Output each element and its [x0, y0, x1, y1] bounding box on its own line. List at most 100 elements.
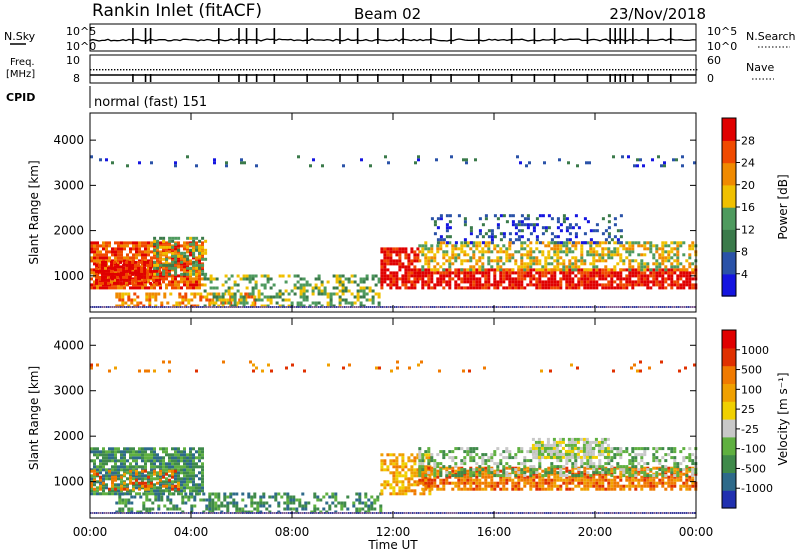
range-cell [574, 256, 578, 260]
range-cell [126, 487, 129, 491]
freq-dot [150, 69, 152, 71]
range-cell [526, 271, 530, 275]
range-cell [688, 256, 692, 260]
freq-dot [231, 69, 233, 71]
range-cell [490, 259, 494, 263]
range-cell [574, 475, 578, 479]
range-cell [136, 301, 140, 305]
range-cell [105, 247, 108, 251]
range-cell [127, 507, 131, 511]
ground-cell [496, 306, 498, 308]
range-cell [242, 277, 246, 281]
range-cell [134, 263, 138, 267]
range-cell [463, 475, 467, 479]
range-cell [643, 271, 647, 275]
range-cell [227, 289, 231, 293]
range-cell [472, 283, 476, 287]
range-cell [328, 495, 332, 499]
range-cell [469, 286, 473, 290]
range-cell [257, 298, 261, 302]
range-cell [410, 259, 414, 263]
range-cell [475, 478, 479, 482]
range-cell [418, 471, 422, 475]
range-cell [550, 471, 554, 475]
range-cell [341, 286, 345, 290]
range-cell [135, 465, 138, 469]
range-cell [186, 456, 189, 460]
range-cell [445, 481, 449, 485]
freq-dot [384, 69, 386, 71]
range-cell [224, 289, 228, 293]
range-cell [433, 223, 437, 227]
range-cell [583, 217, 587, 221]
range-cell [99, 468, 102, 472]
range-cell [328, 507, 332, 511]
range-cell [286, 492, 290, 496]
range-cell [427, 478, 431, 482]
range-cell [96, 492, 99, 496]
range-cell [499, 250, 503, 254]
range-cell [138, 161, 141, 165]
range-cell [427, 274, 431, 278]
range-cell [526, 226, 530, 230]
range-cell [108, 492, 111, 496]
range-cell [162, 475, 165, 479]
range-cell [105, 459, 108, 463]
range-cell [559, 277, 563, 281]
range-cell [556, 268, 560, 272]
range-cell [526, 223, 530, 227]
range-cell [636, 164, 639, 168]
ground-cell [538, 306, 540, 308]
range-cell [631, 469, 635, 473]
freq-dot [639, 69, 641, 71]
range-cell [208, 304, 212, 308]
range-cell [568, 223, 572, 227]
range-cell [128, 275, 132, 279]
range-cell [120, 465, 123, 469]
range-cell [138, 253, 141, 257]
range-cell [198, 465, 201, 469]
range-cell [153, 242, 157, 246]
range-cell [592, 268, 596, 272]
range-cell [559, 475, 563, 479]
range-cell [136, 304, 140, 308]
freq-dot [222, 69, 224, 71]
range-cell [123, 462, 126, 466]
range-cell [183, 251, 187, 255]
range-cell [153, 447, 156, 451]
range-cell [574, 262, 578, 266]
range-cell [99, 478, 102, 482]
range-cell [529, 274, 533, 278]
range-cell [178, 507, 182, 511]
range-cell [475, 475, 479, 479]
range-cell [419, 492, 423, 496]
range-cell [404, 265, 408, 269]
range-cell [490, 459, 494, 463]
range-cell [508, 253, 512, 257]
range-cell [595, 286, 599, 290]
ground-cell [626, 306, 628, 308]
range-cell [266, 280, 270, 284]
range-cell [681, 155, 684, 159]
range-cell [186, 245, 190, 249]
range-cell [289, 498, 293, 502]
range-cell [574, 462, 578, 466]
range-cell [117, 474, 120, 478]
range-cell [538, 286, 542, 290]
range-cell [562, 250, 566, 254]
range-cell [134, 275, 138, 279]
range-cell [254, 274, 258, 278]
range-cell [472, 487, 476, 491]
range-cell [607, 220, 611, 224]
range-cell [583, 274, 587, 278]
range-cell [201, 450, 204, 454]
range-cell [418, 274, 422, 278]
range-cell [469, 274, 473, 278]
ground-cell [338, 306, 340, 308]
range-cell [583, 484, 587, 488]
range-cell [528, 161, 531, 165]
range-cell [445, 466, 449, 470]
range-cell [592, 280, 596, 284]
range-cell [129, 489, 132, 493]
range-cell [628, 262, 632, 266]
